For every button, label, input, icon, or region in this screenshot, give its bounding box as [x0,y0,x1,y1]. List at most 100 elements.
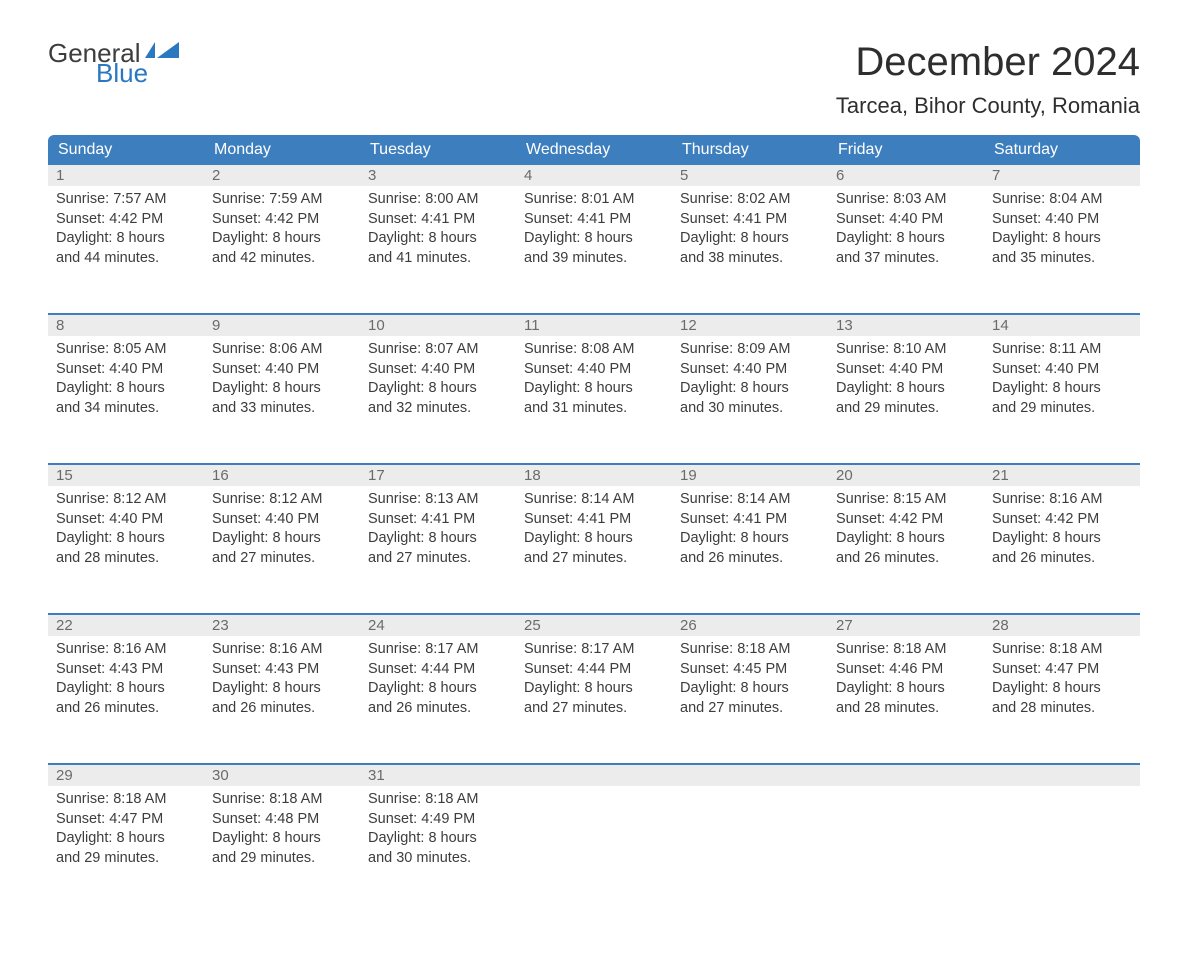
day-cell: Sunrise: 8:05 AMSunset: 4:40 PMDaylight:… [48,336,204,464]
day-cell: Sunrise: 8:09 AMSunset: 4:40 PMDaylight:… [672,336,828,464]
day-number: 5 [672,165,828,186]
daylight-line1: Daylight: 8 hours [212,829,352,849]
daylight-line2: and 29 minutes. [212,849,352,869]
calendar-table: Sunday Monday Tuesday Wednesday Thursday… [48,135,1140,914]
day-number: 28 [984,615,1140,636]
daylight-line2: and 42 minutes. [212,249,352,269]
daylight-line1: Daylight: 8 hours [56,679,196,699]
logo-word2: Blue [96,60,148,86]
sunrise-line: Sunrise: 8:09 AM [680,340,820,360]
sunrise-line: Sunrise: 7:57 AM [56,190,196,210]
day-number: 26 [672,615,828,636]
daylight-line2: and 38 minutes. [680,249,820,269]
day-number: 31 [360,765,516,786]
day-cell: Sunrise: 8:17 AMSunset: 4:44 PMDaylight:… [360,636,516,764]
sunset-line: Sunset: 4:41 PM [680,210,820,230]
sunrise-line: Sunrise: 8:04 AM [992,190,1132,210]
daylight-line2: and 26 minutes. [836,549,976,569]
day-number: 9 [204,315,360,336]
day-number: 15 [48,465,204,486]
sunrise-line: Sunrise: 7:59 AM [212,190,352,210]
sunrise-line: Sunrise: 8:14 AM [680,490,820,510]
sunset-line: Sunset: 4:40 PM [524,360,664,380]
daylight-line1: Daylight: 8 hours [212,679,352,699]
day-cell: Sunrise: 7:57 AMSunset: 4:42 PMDaylight:… [48,186,204,314]
day-content-row: Sunrise: 8:16 AMSunset: 4:43 PMDaylight:… [48,636,1140,764]
sunrise-line: Sunrise: 8:13 AM [368,490,508,510]
sunrise-line: Sunrise: 8:07 AM [368,340,508,360]
day-number-row: 22232425262728 [48,615,1140,636]
sunrise-line: Sunrise: 8:14 AM [524,490,664,510]
day-content-row: Sunrise: 8:18 AMSunset: 4:47 PMDaylight:… [48,786,1140,914]
daylight-line1: Daylight: 8 hours [836,529,976,549]
day-cell: Sunrise: 8:18 AMSunset: 4:49 PMDaylight:… [360,786,516,914]
daylight-line1: Daylight: 8 hours [524,379,664,399]
day-number-row: 891011121314 [48,315,1140,336]
weekday-header: Wednesday [516,135,672,165]
sunrise-line: Sunrise: 8:08 AM [524,340,664,360]
page-header: General Blue December 2024 Tarcea, Bihor… [48,40,1140,119]
sunset-line: Sunset: 4:40 PM [992,210,1132,230]
day-number-row: 1234567 [48,165,1140,186]
day-number: 29 [48,765,204,786]
sunset-line: Sunset: 4:40 PM [992,360,1132,380]
daylight-line1: Daylight: 8 hours [368,679,508,699]
sunset-line: Sunset: 4:44 PM [368,660,508,680]
daylight-line1: Daylight: 8 hours [56,829,196,849]
day-cell: Sunrise: 8:12 AMSunset: 4:40 PMDaylight:… [48,486,204,614]
day-number: 1 [48,165,204,186]
day-cell: Sunrise: 8:06 AMSunset: 4:40 PMDaylight:… [204,336,360,464]
day-cell: Sunrise: 8:04 AMSunset: 4:40 PMDaylight:… [984,186,1140,314]
daylight-line1: Daylight: 8 hours [836,229,976,249]
day-cell: Sunrise: 8:02 AMSunset: 4:41 PMDaylight:… [672,186,828,314]
day-number [672,765,828,786]
sunrise-line: Sunrise: 8:15 AM [836,490,976,510]
daylight-line2: and 35 minutes. [992,249,1132,269]
sunset-line: Sunset: 4:41 PM [524,210,664,230]
daylight-line2: and 26 minutes. [212,699,352,719]
daylight-line2: and 32 minutes. [368,399,508,419]
logo: General Blue [48,40,179,86]
sunrise-line: Sunrise: 8:06 AM [212,340,352,360]
weekday-header: Thursday [672,135,828,165]
day-number: 20 [828,465,984,486]
sunset-line: Sunset: 4:42 PM [212,210,352,230]
daylight-line2: and 29 minutes. [56,849,196,869]
sunset-line: Sunset: 4:47 PM [56,810,196,830]
sunrise-line: Sunrise: 8:03 AM [836,190,976,210]
daylight-line2: and 41 minutes. [368,249,508,269]
daylight-line2: and 29 minutes. [836,399,976,419]
sunrise-line: Sunrise: 8:02 AM [680,190,820,210]
title-block: December 2024 Tarcea, Bihor County, Roma… [836,40,1140,119]
day-cell: Sunrise: 8:12 AMSunset: 4:40 PMDaylight:… [204,486,360,614]
sunset-line: Sunset: 4:48 PM [212,810,352,830]
daylight-line2: and 28 minutes. [56,549,196,569]
daylight-line1: Daylight: 8 hours [56,529,196,549]
sunset-line: Sunset: 4:43 PM [212,660,352,680]
daylight-line1: Daylight: 8 hours [56,229,196,249]
daylight-line2: and 27 minutes. [524,699,664,719]
flag-icon [145,42,179,66]
day-number: 19 [672,465,828,486]
day-cell: Sunrise: 8:10 AMSunset: 4:40 PMDaylight:… [828,336,984,464]
daylight-line2: and 39 minutes. [524,249,664,269]
daylight-line2: and 29 minutes. [992,399,1132,419]
sunset-line: Sunset: 4:40 PM [212,510,352,530]
day-content-row: Sunrise: 8:05 AMSunset: 4:40 PMDaylight:… [48,336,1140,464]
day-number: 23 [204,615,360,636]
day-number-row: 15161718192021 [48,465,1140,486]
daylight-line1: Daylight: 8 hours [524,229,664,249]
daylight-line2: and 30 minutes. [680,399,820,419]
sunset-line: Sunset: 4:43 PM [56,660,196,680]
sunrise-line: Sunrise: 8:18 AM [212,790,352,810]
daylight-line1: Daylight: 8 hours [212,379,352,399]
day-cell: Sunrise: 8:16 AMSunset: 4:43 PMDaylight:… [204,636,360,764]
daylight-line1: Daylight: 8 hours [992,229,1132,249]
day-cell: Sunrise: 8:16 AMSunset: 4:43 PMDaylight:… [48,636,204,764]
sunset-line: Sunset: 4:49 PM [368,810,508,830]
sunset-line: Sunset: 4:41 PM [524,510,664,530]
day-number: 13 [828,315,984,336]
sunrise-line: Sunrise: 8:11 AM [992,340,1132,360]
day-cell [516,786,672,914]
daylight-line2: and 26 minutes. [56,699,196,719]
